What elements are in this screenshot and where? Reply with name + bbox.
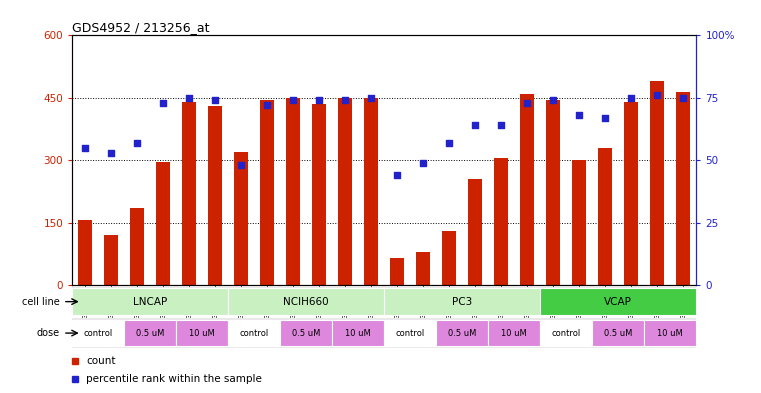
Point (599, 115, 611, 121)
Text: 0.5 uM: 0.5 uM (136, 329, 164, 338)
Point (573, 112, 585, 118)
Bar (416, 252, 431, 285)
Bar (592, 320, 645, 346)
Bar (280, 320, 333, 346)
Bar (572, 160, 587, 285)
Text: 10 uM: 10 uM (501, 329, 527, 338)
Text: 10 uM: 10 uM (345, 329, 371, 338)
Bar (177, 320, 228, 346)
Bar (228, 320, 280, 346)
Text: VCAP: VCAP (604, 297, 632, 307)
Text: dose: dose (37, 328, 60, 338)
Point (261, 102, 273, 108)
Point (339, 97, 352, 103)
Bar (540, 320, 592, 346)
Point (651, 92, 664, 98)
Bar (468, 179, 482, 285)
Bar (442, 231, 457, 285)
Point (158, 99, 170, 106)
Text: LNCAP: LNCAP (133, 297, 167, 307)
Bar (494, 158, 508, 285)
Point (365, 95, 377, 101)
Text: control: control (84, 329, 113, 338)
Bar (78, 220, 92, 285)
Bar (182, 102, 196, 285)
Bar (228, 288, 384, 315)
Text: NCIH660: NCIH660 (284, 297, 329, 307)
Bar (436, 320, 489, 346)
Point (131, 140, 143, 146)
Bar (338, 98, 352, 285)
Point (183, 95, 196, 101)
Text: 10 uM: 10 uM (189, 329, 215, 338)
Bar (72, 320, 124, 346)
Bar (104, 235, 119, 285)
Point (314, 97, 326, 103)
Bar (333, 320, 384, 346)
Bar (156, 162, 170, 285)
Point (209, 97, 221, 103)
Text: count: count (86, 356, 116, 366)
Bar (546, 100, 560, 285)
Bar (677, 92, 690, 285)
Bar (645, 320, 696, 346)
Point (235, 162, 247, 168)
Point (287, 97, 299, 103)
Point (547, 97, 559, 103)
Point (677, 95, 689, 101)
Point (391, 172, 403, 178)
Point (417, 160, 429, 166)
Bar (286, 98, 301, 285)
Text: 0.5 uM: 0.5 uM (604, 329, 632, 338)
Text: 10 uM: 10 uM (658, 329, 683, 338)
Bar (540, 288, 696, 315)
Bar (72, 288, 228, 315)
Bar (384, 320, 436, 346)
Text: PC3: PC3 (452, 297, 473, 307)
Bar (390, 258, 404, 285)
Text: control: control (552, 329, 581, 338)
Point (626, 95, 638, 101)
Point (521, 99, 533, 106)
Text: GDS4952 / 213256_at: GDS4952 / 213256_at (72, 21, 210, 34)
Bar (598, 148, 613, 285)
Text: 0.5 uM: 0.5 uM (292, 329, 320, 338)
Bar (234, 152, 248, 285)
Bar (521, 94, 534, 285)
Bar (489, 320, 540, 346)
Point (495, 122, 508, 129)
Bar (312, 104, 326, 285)
Bar (624, 102, 638, 285)
Text: cell line: cell line (22, 297, 60, 307)
Point (470, 122, 482, 129)
Text: 0.5 uM: 0.5 uM (448, 329, 476, 338)
Bar (650, 81, 664, 285)
Bar (260, 100, 275, 285)
Bar (130, 208, 145, 285)
Point (105, 149, 117, 156)
Point (79, 145, 91, 151)
Text: control: control (396, 329, 425, 338)
Bar (384, 288, 540, 315)
Bar (124, 320, 177, 346)
Text: control: control (240, 329, 269, 338)
Point (443, 140, 455, 146)
Bar (365, 98, 378, 285)
Bar (209, 106, 222, 285)
Text: percentile rank within the sample: percentile rank within the sample (86, 374, 262, 384)
